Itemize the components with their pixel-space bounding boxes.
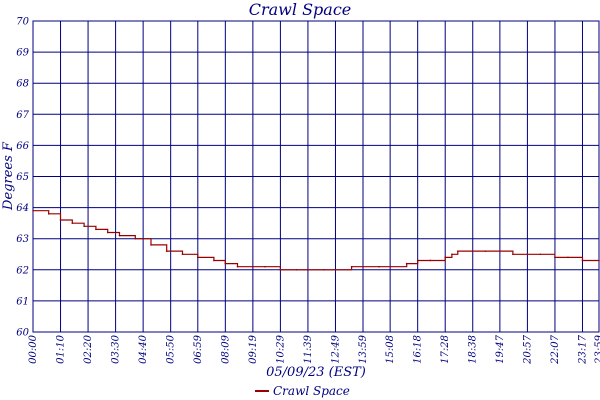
- x-tick-label: 20:57: [522, 334, 533, 364]
- x-tick-label: 05:50: [166, 334, 177, 363]
- data-point: [512, 253, 514, 256]
- data-point: [389, 265, 391, 268]
- data-point: [118, 234, 121, 237]
- y-tick-label: 61: [16, 296, 29, 307]
- data-point: [378, 265, 380, 268]
- data-point: [279, 269, 282, 271]
- y-tick-label: 62: [16, 265, 29, 276]
- data-point: [539, 253, 542, 256]
- x-axis-label: 05/09/23 (EST): [266, 365, 366, 380]
- data-point: [484, 250, 487, 252]
- y-tick-label: 60: [16, 328, 29, 339]
- x-tick-label: 18:38: [468, 335, 479, 364]
- x-tick-label: 11:39: [303, 334, 314, 363]
- x-tick-label: 00:00: [28, 334, 39, 363]
- data-point: [405, 262, 408, 265]
- data-point: [416, 259, 419, 262]
- data-point: [83, 225, 85, 228]
- data-point: [444, 256, 447, 259]
- x-tick-label: 10:29: [275, 334, 286, 363]
- data-point: [323, 269, 325, 271]
- data-point: [581, 259, 584, 262]
- legend-label: Crawl Space: [273, 384, 350, 398]
- x-tick-label: 23:17: [577, 334, 588, 364]
- y-tick-labels: 60 61 62 63 64 65 66 67 68 69 70: [16, 17, 29, 339]
- x-tick-label: 16:18: [413, 335, 424, 364]
- y-tick-label: 69: [16, 48, 29, 59]
- data-point: [47, 213, 50, 215]
- series-lines: [32, 209, 600, 271]
- data-point: [598, 259, 600, 262]
- y-tick-label: 63: [16, 234, 29, 245]
- x-tick-label: 15:08: [385, 335, 396, 364]
- data-point: [134, 237, 137, 240]
- x-tick-label: 22:07: [550, 334, 561, 364]
- y-tick-label: 67: [16, 110, 29, 121]
- data-point: [350, 265, 353, 268]
- y-tick-label: 65: [16, 172, 29, 183]
- legend-swatch: [255, 389, 269, 392]
- y-axis-label: Degrees F: [1, 141, 16, 211]
- x-tick-label: 19:47: [495, 334, 506, 363]
- data-point: [213, 259, 215, 262]
- x-tick-label: 06:59: [193, 334, 204, 363]
- x-tick-label: 12:49: [330, 334, 341, 363]
- data-point: [471, 250, 474, 252]
- data-point: [429, 259, 432, 262]
- data-point: [236, 265, 239, 268]
- x-tick-label: 23:59: [594, 334, 600, 364]
- data-point: [451, 253, 453, 256]
- x-tick-label: 03:30: [111, 334, 122, 363]
- x-tick-label: 17:28: [440, 335, 451, 364]
- data-point: [362, 265, 364, 268]
- series-line: [33, 210, 599, 271]
- x-tick-label: 08:09: [220, 334, 231, 363]
- data-point: [252, 265, 254, 268]
- data-point: [32, 209, 34, 212]
- data-point: [224, 262, 227, 265]
- x-tick-label: 09:19: [248, 334, 259, 363]
- y-tick-label: 66: [16, 141, 29, 152]
- legend: Crawl Space: [255, 384, 350, 398]
- x-tick-label: 13:59: [358, 334, 369, 363]
- data-point: [499, 250, 501, 252]
- y-tick-label: 68: [16, 79, 29, 90]
- x-tick-labels: 00:00 01:10 02:20 03:30 04:40 05:50 06:59 08:09…: [28, 334, 600, 364]
- data-point: [307, 269, 309, 271]
- data-point: [150, 244, 152, 246]
- data-point: [197, 256, 199, 259]
- data-point: [526, 253, 529, 256]
- data-point: [59, 219, 62, 221]
- data-point: [554, 256, 556, 259]
- data-point: [334, 269, 337, 271]
- y-tick-label: 70: [16, 17, 29, 28]
- data-point: [165, 250, 168, 252]
- data-point: [567, 256, 569, 259]
- x-tick-label: 02:20: [83, 334, 94, 363]
- data-point: [95, 228, 97, 231]
- data-point: [181, 253, 184, 256]
- data-point: [295, 269, 298, 271]
- chart-title: Crawl Space: [248, 0, 352, 19]
- y-tick-label: 64: [16, 203, 29, 214]
- x-tick-label: 04:40: [138, 334, 149, 363]
- data-point: [106, 231, 109, 234]
- data-point: [456, 250, 459, 252]
- gridlines: [32, 20, 600, 333]
- data-point: [264, 265, 266, 268]
- data-point: [71, 222, 74, 224]
- x-tick-label: 01:10: [56, 334, 67, 363]
